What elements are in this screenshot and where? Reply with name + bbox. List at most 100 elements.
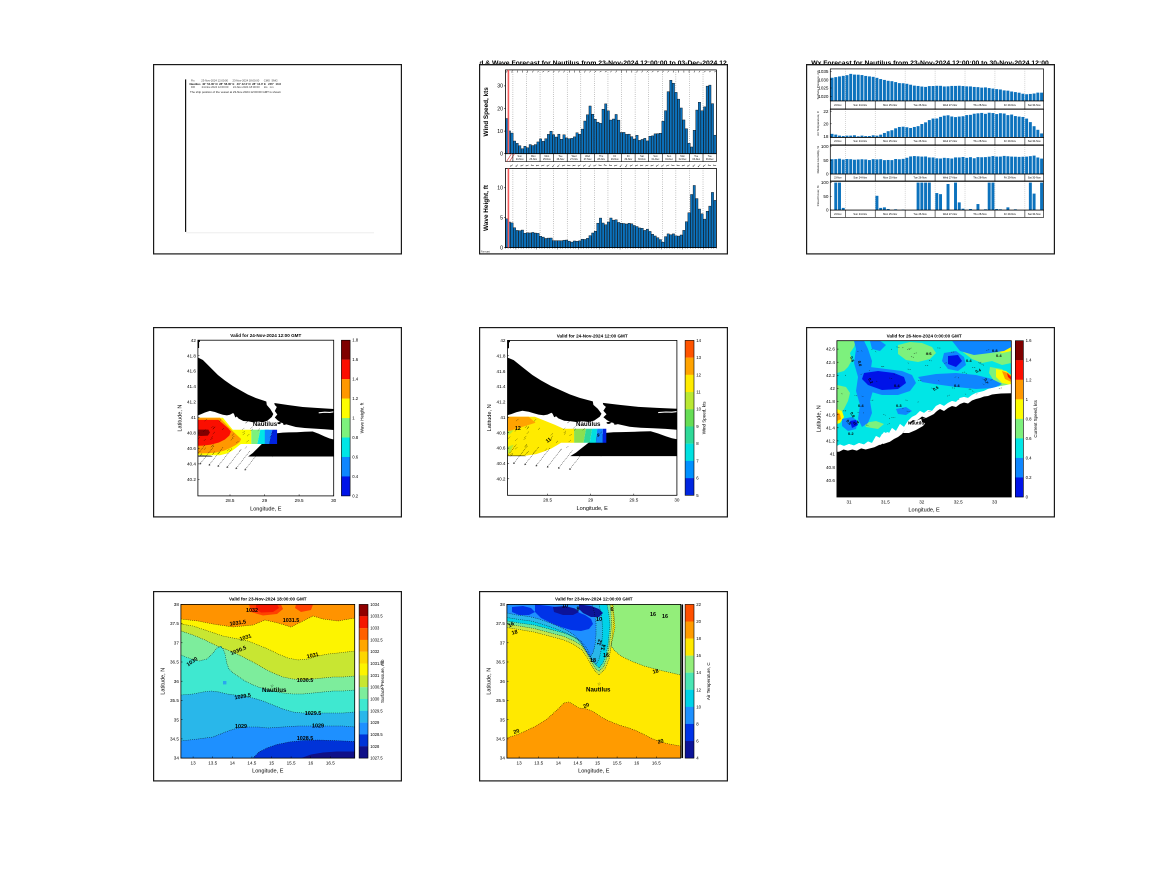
svg-text:29: 29 (588, 498, 594, 503)
svg-text:Wave Height, ft: Wave Height, ft (359, 402, 364, 433)
svg-text:20: 20 (583, 702, 591, 710)
svg-text:41.2: 41.2 (826, 439, 835, 444)
svg-text:12: 12 (696, 373, 701, 378)
svg-text:Current Speed, kts: Current Speed, kts (1033, 400, 1038, 438)
svg-text:10: 10 (596, 617, 602, 623)
svg-text:41.8: 41.8 (826, 399, 835, 404)
svg-text:41.6: 41.6 (826, 413, 835, 418)
svg-text:Forecast: Forecast (481, 251, 490, 254)
svg-text:Thu: Thu (599, 155, 604, 158)
svg-text:32.5: 32.5 (954, 500, 963, 505)
svg-text:14: 14 (600, 643, 608, 651)
svg-text:02-Dec: 02-Dec (679, 158, 688, 161)
svg-text:Mon: Mon (545, 155, 550, 158)
svg-text:Wave Height, ft: Wave Height, ft (483, 184, 490, 231)
svg-text:0.8: 0.8 (352, 435, 359, 440)
svg-text:20: 20 (513, 728, 521, 736)
svg-text:Latitude, N: Latitude, N (487, 405, 493, 432)
svg-text:16.5: 16.5 (652, 760, 661, 765)
svg-text:1031.5: 1031.5 (229, 619, 246, 627)
svg-text:1.2: 1.2 (352, 396, 359, 401)
svg-text:15.5: 15.5 (613, 760, 622, 765)
svg-text:18: 18 (652, 668, 659, 675)
svg-text:16: 16 (634, 760, 640, 765)
svg-text:1030.5: 1030.5 (370, 684, 383, 689)
svg-text:30: 30 (331, 498, 337, 503)
svg-text:13: 13 (696, 355, 701, 360)
svg-text:10: 10 (696, 704, 701, 709)
svg-text:28.5: 28.5 (543, 498, 552, 503)
svg-text:0.4: 0.4 (858, 403, 864, 408)
svg-text:DR 24-Nov-2024 12:00:0: DR 24-Nov-2024 12:00:00 24-Nov-2024 18:0… (191, 85, 274, 89)
svg-text:0.6: 0.6 (926, 351, 932, 356)
svg-text:d & Wave Forecast for Nautilus: d & Wave Forecast for Nautilus from 23-N… (479, 60, 727, 67)
svg-text:Longitude, E: Longitude, E (908, 508, 940, 514)
svg-text:0.6: 0.6 (857, 361, 863, 368)
svg-text:1033.5: 1033.5 (370, 613, 383, 618)
svg-text:34: 34 (173, 755, 179, 760)
svg-text:0.6: 0.6 (845, 419, 853, 427)
svg-text:5: 5 (500, 216, 503, 222)
svg-text:25-Nov: 25-Nov (543, 158, 552, 161)
svg-text:16: 16 (308, 760, 314, 765)
svg-text:42: 42 (501, 338, 507, 343)
svg-text:14.5: 14.5 (247, 760, 256, 765)
svg-text:15.5: 15.5 (286, 760, 295, 765)
svg-text:33: 33 (992, 500, 998, 505)
svg-text:16: 16 (508, 621, 516, 629)
svg-text:18: 18 (590, 658, 596, 664)
svg-text:13.5: 13.5 (208, 760, 217, 765)
svg-text:14: 14 (696, 670, 701, 675)
svg-text:0.7: 0.7 (983, 378, 990, 386)
svg-text:4: 4 (696, 755, 699, 760)
svg-text:23-Nov: 23-Nov (834, 214, 842, 216)
svg-text:Wed 27-Nov: Wed 27-Nov (943, 212, 958, 216)
svg-text:0: 0 (500, 245, 503, 251)
svg-text:1029: 1029 (312, 723, 324, 729)
svg-text:41.2: 41.2 (186, 400, 195, 405)
svg-text:42.4: 42.4 (826, 360, 835, 365)
svg-text:Air Temperature, C: Air Temperature, C (706, 661, 711, 699)
svg-text:◎: ◎ (261, 417, 265, 421)
svg-text:☆: ☆ (270, 683, 275, 688)
svg-text:10: 10 (696, 407, 701, 412)
svg-text:29: 29 (262, 498, 268, 503)
svg-text:16.5: 16.5 (325, 760, 334, 765)
svg-text:12: 12 (696, 687, 701, 692)
svg-text:Wed 27-Nov: Wed 27-Nov (943, 103, 958, 107)
svg-text:Wed: Wed (585, 155, 591, 158)
svg-text:11: 11 (696, 390, 701, 395)
svg-text:Longitude, E: Longitude, E (578, 768, 610, 774)
svg-text:0.2: 0.2 (867, 377, 874, 385)
svg-text:1029.5: 1029.5 (304, 711, 321, 717)
svg-text:Nautilus 40° 54.00’ N 28° 58: Nautilus 40° 54.00’ N 28° 58.00’ E 40° 4… (189, 82, 281, 86)
svg-text:41.4: 41.4 (186, 384, 195, 389)
svg-text:16: 16 (603, 653, 609, 659)
svg-text:Mon: Mon (531, 155, 536, 158)
svg-text:0.2: 0.2 (352, 494, 359, 499)
svg-text:18: 18 (696, 636, 701, 641)
svg-text:1: 1 (1025, 397, 1028, 402)
svg-text:0.5: 0.5 (932, 385, 940, 392)
svg-text:1029: 1029 (370, 720, 380, 725)
svg-text:50: 50 (823, 194, 829, 199)
svg-text:0.8: 0.8 (992, 348, 998, 353)
svg-text:1025: 1025 (818, 86, 829, 91)
svg-text:1.2: 1.2 (1025, 378, 1032, 383)
svg-text:100: 100 (821, 144, 829, 149)
svg-text:15: 15 (268, 760, 274, 765)
svg-text:42: 42 (830, 386, 836, 391)
svg-text:1035: 1035 (818, 69, 829, 74)
svg-text:41.8: 41.8 (186, 354, 195, 359)
svg-text:1031.5: 1031.5 (282, 618, 299, 624)
svg-text:40.6: 40.6 (497, 446, 506, 451)
svg-text:Sat 30-Nov: Sat 30-Nov (1028, 212, 1042, 216)
svg-text:40.4: 40.4 (497, 461, 506, 466)
svg-text:1029.5: 1029.5 (370, 708, 383, 713)
svg-text:0.4: 0.4 (852, 419, 860, 426)
svg-text:Thu 28-Nov: Thu 28-Nov (973, 139, 987, 143)
svg-text:34.5: 34.5 (496, 736, 505, 741)
svg-text:37.5: 37.5 (169, 621, 178, 626)
svg-text:0.6: 0.6 (849, 356, 856, 364)
svg-text:1031: 1031 (370, 672, 380, 677)
